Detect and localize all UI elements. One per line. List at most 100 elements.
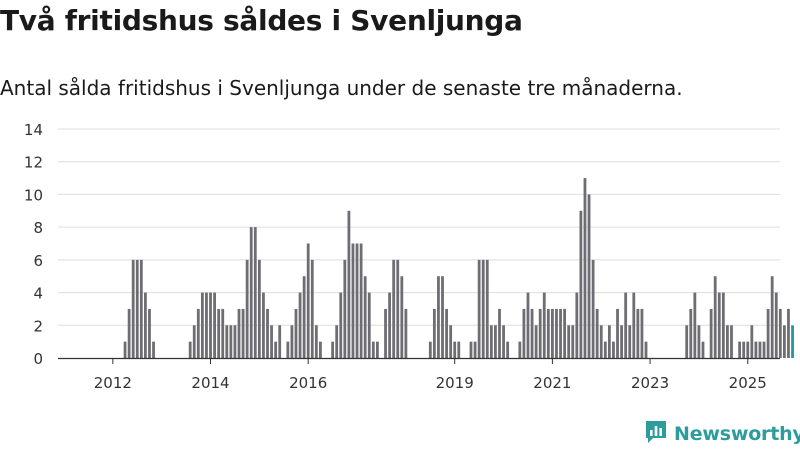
bar <box>286 341 290 358</box>
bar <box>498 308 501 358</box>
bar <box>298 292 302 358</box>
bar <box>591 259 595 358</box>
newsworthy-logo: Newsworthy <box>644 419 800 449</box>
bar <box>339 292 343 358</box>
bar <box>233 325 237 358</box>
bar <box>205 292 208 358</box>
grid-lines <box>58 128 780 326</box>
bar <box>384 308 387 358</box>
bar <box>262 292 265 358</box>
bar <box>302 276 306 358</box>
bar <box>347 210 351 358</box>
bar <box>726 325 729 358</box>
bar <box>530 308 534 358</box>
bar <box>693 292 697 358</box>
bar <box>599 325 603 358</box>
bar <box>551 308 554 358</box>
bar <box>518 341 522 358</box>
bar <box>770 276 774 358</box>
bar <box>335 325 339 358</box>
bar <box>270 325 273 358</box>
bar <box>221 308 225 358</box>
bar <box>791 325 794 358</box>
bar <box>555 308 558 358</box>
data-label: 2 <box>793 0 800 4</box>
bar <box>542 292 546 358</box>
y-tick-label: 14 <box>24 121 43 139</box>
x-tick-label: 2016 <box>289 374 327 392</box>
bar <box>522 308 526 358</box>
bar <box>563 308 567 358</box>
x-axis-ticks: 2012 2014 2016 2019 2021 2023 2025 <box>94 358 767 392</box>
bar <box>192 325 196 358</box>
bar <box>229 325 233 358</box>
bar <box>274 341 278 358</box>
bar <box>213 292 216 358</box>
bar <box>245 259 249 358</box>
bar <box>506 341 510 358</box>
bar <box>766 308 770 358</box>
bar <box>481 259 485 358</box>
bar <box>127 308 131 358</box>
bar <box>428 341 432 358</box>
y-tick-label: 8 <box>33 219 43 237</box>
bar <box>148 308 151 358</box>
bar <box>778 308 782 358</box>
bar <box>453 341 457 358</box>
bar <box>750 325 754 358</box>
bar <box>738 341 742 358</box>
bar <box>567 325 571 358</box>
bar <box>607 325 611 358</box>
bar <box>571 325 575 358</box>
bar <box>331 341 335 358</box>
bar <box>754 341 758 358</box>
bar <box>441 276 444 358</box>
bar <box>375 341 379 358</box>
y-axis-ticks: 0 2 4 6 8 10 12 14 <box>24 121 43 368</box>
bar <box>400 276 404 358</box>
bar <box>355 243 359 358</box>
bar <box>396 259 400 358</box>
x-tick-label: 2019 <box>436 374 474 392</box>
bar <box>636 308 640 358</box>
bar <box>437 276 440 358</box>
bar <box>713 276 717 358</box>
bar <box>388 292 391 358</box>
bar <box>494 325 497 358</box>
bar <box>721 292 725 358</box>
newsworthy-logo-icon <box>644 419 668 449</box>
bar <box>404 308 408 358</box>
bar <box>367 292 371 358</box>
bar <box>689 308 693 358</box>
data-labels: 2 <box>793 0 800 4</box>
bar <box>485 259 489 358</box>
bar <box>595 308 599 358</box>
bar <box>742 341 746 358</box>
bar <box>363 276 367 358</box>
bar <box>477 259 481 358</box>
bar <box>620 325 623 358</box>
bar <box>746 341 750 358</box>
bar <box>534 325 538 358</box>
bar <box>628 325 632 358</box>
y-tick-label: 6 <box>33 252 43 270</box>
bar <box>583 178 587 358</box>
chart-subtitle: Antal sålda fritidshus i Svenljunga unde… <box>0 76 683 100</box>
bar <box>587 194 591 358</box>
bar <box>449 325 453 358</box>
bar <box>217 308 221 358</box>
bar <box>131 259 135 358</box>
bar <box>432 308 436 358</box>
bar <box>237 308 241 358</box>
bar <box>538 308 542 358</box>
bar <box>640 308 644 358</box>
bar <box>774 292 778 358</box>
bar <box>624 292 628 358</box>
bar <box>278 325 282 358</box>
bar <box>249 227 253 358</box>
bar <box>787 308 790 358</box>
bar <box>392 259 396 358</box>
bar <box>359 243 363 358</box>
bar <box>762 341 766 358</box>
